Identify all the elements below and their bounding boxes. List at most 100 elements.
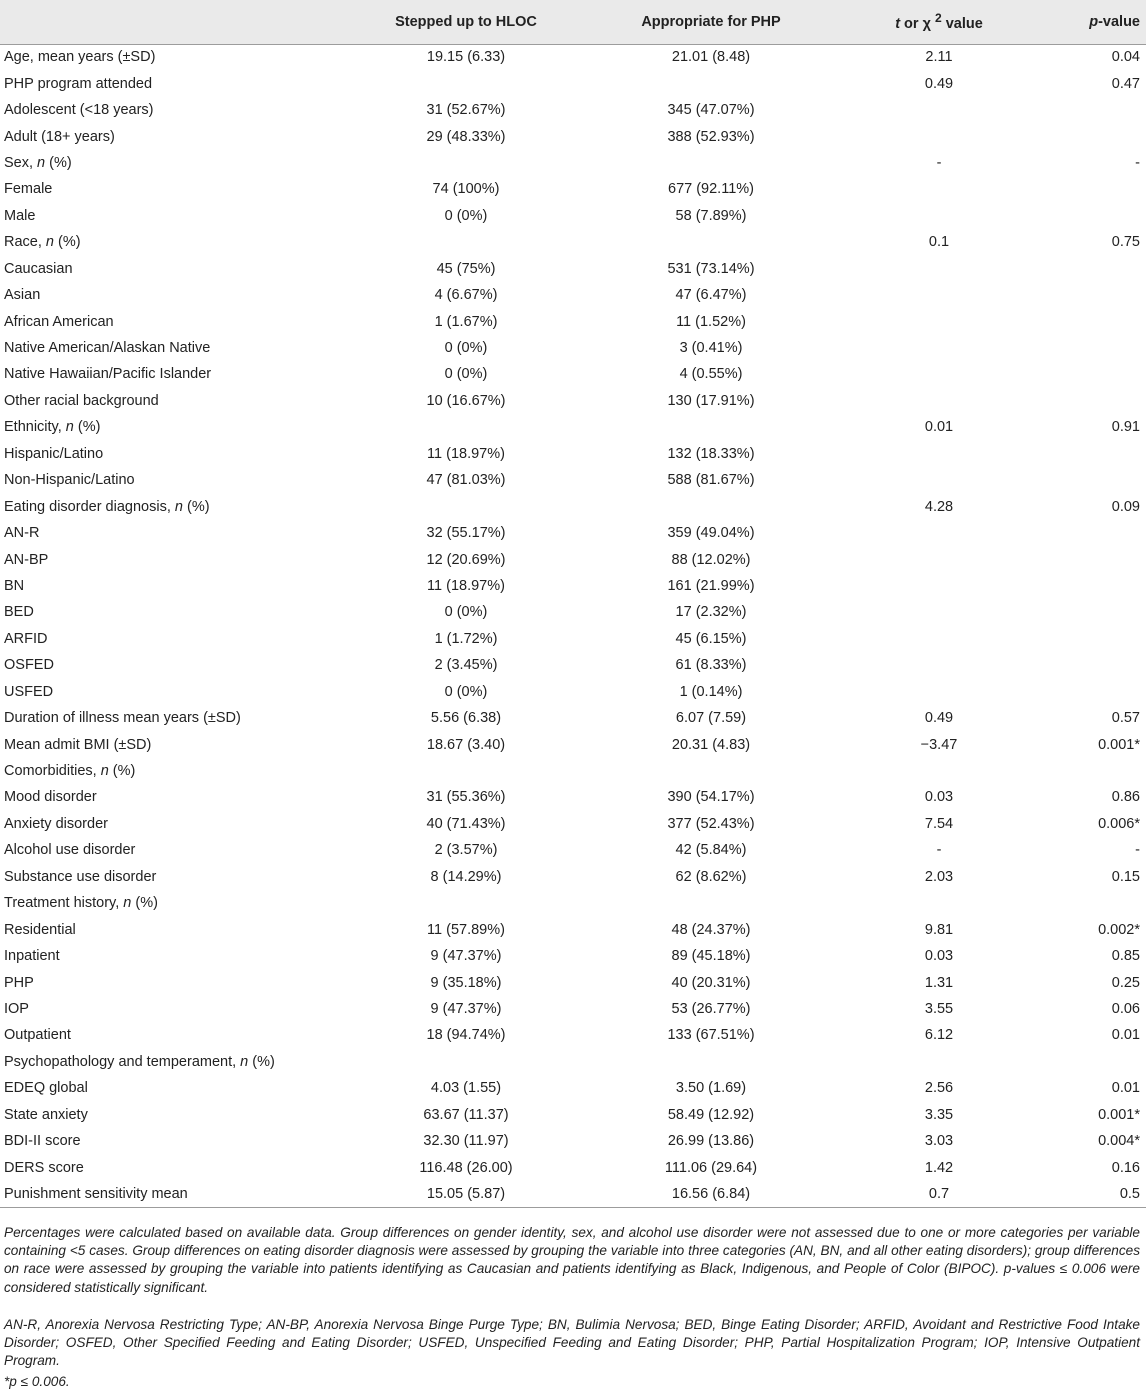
results-table: Stepped up to HLOC Appropriate for PHP t…	[0, 0, 1146, 1208]
cell-test-statistic	[834, 176, 1044, 202]
cell-stepped-up: 0 (0%)	[444, 366, 488, 383]
cell-appropriate-php: 16.56 (6.84)	[588, 1180, 834, 1208]
table-row: AN-BP 12 (20.69%) 88 (12.02%)	[0, 546, 1146, 572]
row-label-n: n	[123, 895, 132, 912]
row-label: Punishment sensitivity mean	[0, 1180, 344, 1208]
cell-stepped-up: 116.48 (26.00)	[419, 1159, 513, 1176]
row-label: Ethnicity, n (%)	[0, 414, 344, 440]
cell-p-value	[1044, 890, 1146, 916]
cell-test-statistic: 2.56	[924, 1080, 954, 1097]
table-row: AN-R 32 (55.17%) 359 (49.04%)	[0, 520, 1146, 546]
cell-appropriate-php: 4 (0.55%)	[679, 366, 743, 383]
cell-p-value	[1044, 97, 1146, 123]
cell-test-statistic	[834, 361, 1044, 387]
cell-test-statistic	[834, 123, 1044, 149]
cell-p-value	[1044, 467, 1146, 493]
cell-p-value: 0.04	[1111, 49, 1140, 66]
row-label: Native American/Alaskan Native	[0, 335, 344, 361]
row-label-text: Mood disorder	[4, 789, 97, 806]
cell-test-statistic	[834, 599, 1044, 625]
cell-stepped-up: 18 (94.74%)	[426, 1027, 506, 1044]
row-label: Native Hawaiian/Pacific Islander	[0, 361, 344, 387]
cell-test-statistic: 0.03	[924, 948, 954, 965]
table-row: Duration of illness mean years (±SD) 5.56…	[0, 705, 1146, 731]
header-value-word: value	[941, 16, 983, 33]
cell-p-value: 0.85	[1111, 948, 1140, 965]
row-label: IOP	[0, 996, 344, 1022]
row-label: African American	[0, 308, 344, 334]
table-row: Residential 11 (57.89%) 48 (24.37%) 9.81 0.0…	[0, 916, 1146, 942]
cell-stepped-up: 31 (55.36%)	[426, 789, 506, 806]
cell-appropriate-php: 3.50 (1.69)	[675, 1080, 747, 1097]
cell-stepped-up: 29 (48.33%)	[426, 128, 506, 145]
cell-stepped-up: 0 (0%)	[444, 604, 488, 621]
row-label: PHP program attended	[0, 70, 344, 96]
row-label: Race, n (%)	[0, 229, 344, 255]
row-label-n: n	[240, 1053, 249, 1070]
row-label-text: Adolescent (<18 years)	[4, 102, 154, 119]
cell-appropriate-php	[588, 229, 834, 255]
cell-p-value: 0.004*	[1098, 1133, 1140, 1150]
cell-stepped-up: 74 (100%)	[432, 181, 500, 198]
cell-stepped-up: 11 (57.89%)	[427, 921, 505, 938]
row-label-text: AN-R	[4, 525, 40, 542]
cell-test-statistic	[834, 441, 1044, 467]
row-label-text: Adult (18+ years)	[4, 128, 115, 145]
table-row: Female 74 (100%) 677 (92.11%)	[0, 176, 1146, 202]
table-row: Substance use disorder 8 (14.29%) 62 (8.62…	[0, 864, 1146, 890]
cell-p-value	[1044, 282, 1146, 308]
row-label: Female	[0, 176, 344, 202]
cell-appropriate-php: 88 (12.02%)	[671, 551, 751, 568]
cell-appropriate-php: 133 (67.51%)	[667, 1027, 755, 1044]
row-label-text: Treatment history,	[4, 895, 124, 912]
row-label-text: Alcohol use disorder	[4, 842, 136, 859]
cell-appropriate-php: 53 (26.77%)	[671, 1000, 751, 1017]
cell-p-value: 0.002*	[1098, 921, 1140, 938]
row-label: Other racial background	[0, 388, 344, 414]
cell-p-value: 0.75	[1111, 234, 1140, 251]
row-label: USFED	[0, 679, 344, 705]
cell-p-value: 0.25	[1111, 974, 1140, 991]
table-row: Mean admit BMI (±SD) 18.67 (3.40) 20.31 (4…	[0, 731, 1146, 757]
row-label: OSFED	[0, 652, 344, 678]
row-label-text: Outpatient	[4, 1027, 71, 1044]
cell-p-value	[1044, 546, 1146, 572]
cell-test-statistic	[834, 203, 1044, 229]
table-row: OSFED 2 (3.45%) 61 (8.33%)	[0, 652, 1146, 678]
cell-appropriate-php	[588, 70, 834, 96]
table-row: Male 0 (0%) 58 (7.89%)	[0, 203, 1146, 229]
cell-p-value	[1044, 599, 1146, 625]
cell-test-statistic	[834, 308, 1044, 334]
row-label: Treatment history, n (%)	[0, 890, 344, 916]
cell-appropriate-php: 21.01 (8.48)	[671, 49, 751, 66]
cell-test-statistic: 0.01	[924, 419, 954, 436]
cell-stepped-up: 0 (0%)	[444, 207, 488, 224]
cell-stepped-up: 32 (55.17%)	[426, 525, 506, 542]
cell-test-statistic	[834, 758, 1044, 784]
cell-stepped-up: 31 (52.67%)	[426, 102, 506, 119]
cell-stepped-up: 9 (47.37%)	[430, 948, 502, 965]
cell-appropriate-php: 359 (49.04%)	[667, 525, 755, 542]
cell-appropriate-php: 377 (52.43%)	[667, 815, 755, 832]
table-row: Native American/Alaskan Native 0 (0%) 3 (0…	[0, 335, 1146, 361]
cell-appropriate-php: 111.06 (29.64)	[664, 1159, 758, 1176]
header-stepped-up: Stepped up to HLOC	[344, 0, 588, 45]
row-label-n: n	[100, 763, 109, 780]
row-label-text: Substance use disorder	[4, 868, 157, 885]
cell-stepped-up: 45 (75%)	[436, 260, 496, 277]
cell-test-statistic: 0.03	[924, 789, 954, 806]
cell-stepped-up: 11 (18.97%)	[427, 577, 505, 594]
cell-p-value	[1044, 203, 1146, 229]
cell-test-statistic: 0.1	[928, 234, 950, 251]
table-row: Race, n (%) 0.1 0.75	[0, 229, 1146, 255]
cell-appropriate-php: 48 (24.37%)	[671, 921, 751, 938]
cell-test-statistic: 3.03	[924, 1133, 954, 1150]
table-row: Inpatient 9 (47.37%) 89 (45.18%) 0.03 0.85	[0, 943, 1146, 969]
cell-test-statistic: 1.31	[924, 974, 954, 991]
row-label-text: State anxiety	[4, 1106, 88, 1123]
row-label-text: Eating disorder diagnosis,	[4, 498, 175, 515]
cell-stepped-up: 5.56 (6.38)	[430, 710, 502, 727]
row-label-text: ARFID	[4, 630, 48, 647]
table-row: PHP program attended 0.49 0.47	[0, 70, 1146, 96]
row-label-text: Ethnicity,	[4, 419, 66, 436]
